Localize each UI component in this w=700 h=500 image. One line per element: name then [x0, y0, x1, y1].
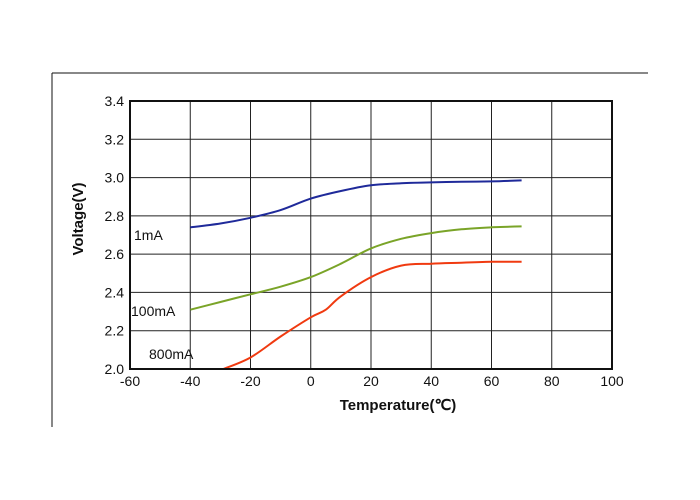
y-tick-label: 2.0 [105, 361, 125, 377]
y-tick-label: 3.4 [105, 93, 125, 109]
y-axis-title: Voltage(V) [70, 182, 87, 255]
grid [130, 101, 612, 369]
x-tick-label: -60 [120, 373, 140, 389]
y-tick-label: 2.8 [105, 208, 125, 224]
y-tick-label: 3.2 [105, 131, 125, 147]
y-tick-label: 2.6 [105, 246, 125, 262]
plot-frame [129, 100, 613, 370]
x-tick-label: 60 [484, 373, 500, 389]
x-tick-label: 80 [544, 373, 560, 389]
series-layer [190, 179, 522, 370]
series-label-1ma: 1mA [134, 227, 163, 243]
x-tick-label: -20 [240, 373, 260, 389]
series-line-800ma [223, 260, 522, 370]
x-tick-label: 100 [600, 373, 624, 389]
x-tick-label: 20 [363, 373, 379, 389]
series-label-100ma: 100mA [131, 303, 176, 319]
y-tick-label: 2.4 [105, 284, 125, 300]
series-line-100ma [190, 225, 522, 311]
tick-labels: -60 -40 -20 0 20 40 60 80 100 2.0 2.2 2.4 2.6 2.8 3.0 3… [105, 93, 624, 389]
x-tick-label: 40 [423, 373, 439, 389]
x-tick-label: -40 [180, 373, 200, 389]
y-tick-label: 2.2 [105, 323, 125, 339]
x-tick-label: 0 [307, 373, 315, 389]
series-line-1ma [190, 179, 522, 229]
y-tick-label: 3.0 [105, 170, 125, 186]
series-label-800ma: 800mA [149, 346, 194, 362]
x-axis-title: Temperature(℃) [340, 397, 457, 414]
